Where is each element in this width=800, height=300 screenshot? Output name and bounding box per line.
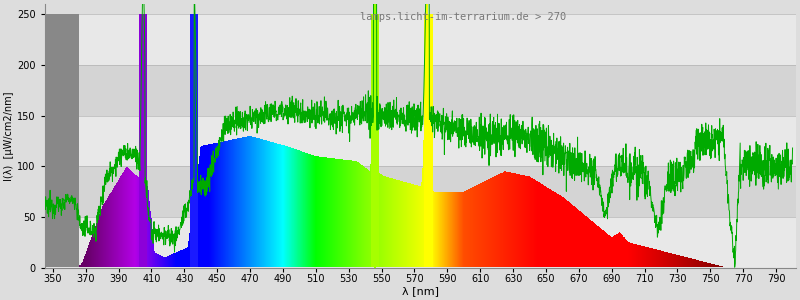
Bar [45,14,796,65]
Y-axis label: I(λ)  [μW/cm2/nm]: I(λ) [μW/cm2/nm] [4,91,14,181]
X-axis label: λ [nm]: λ [nm] [402,286,438,296]
Bar [45,217,796,268]
Bar [45,166,796,217]
Text: lamps.licht-im-terrarium.de > 270: lamps.licht-im-terrarium.de > 270 [360,12,566,22]
Bar [45,116,796,166]
Bar [45,65,796,116]
